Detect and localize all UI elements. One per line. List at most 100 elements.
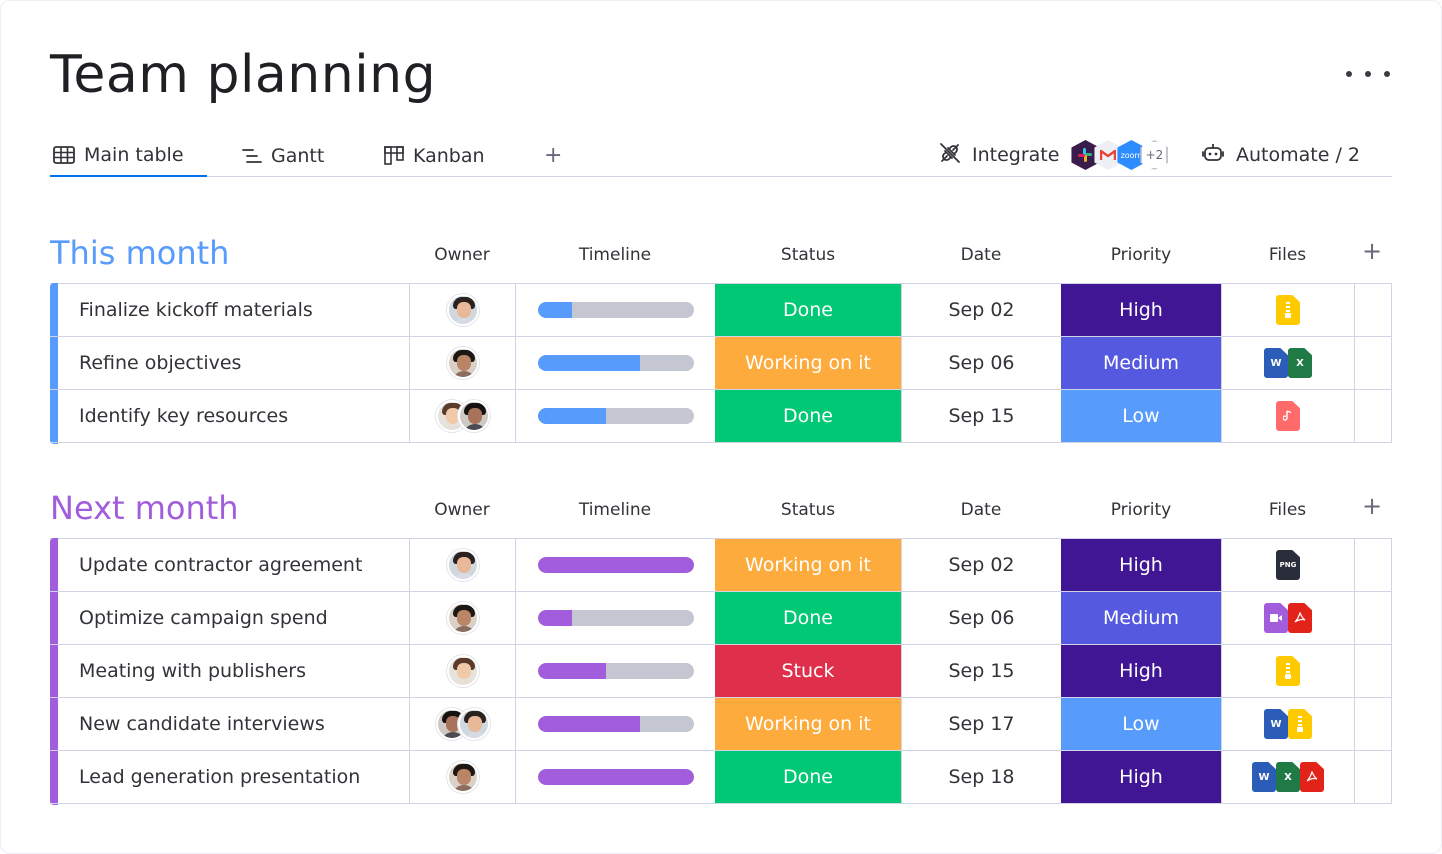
- table-row[interactable]: Meating with publishers Stuck Sep 15 High: [50, 645, 1391, 698]
- status-label[interactable]: Done: [715, 592, 901, 644]
- video-file-icon[interactable]: [1264, 603, 1288, 633]
- table-row[interactable]: New candidate interviews Working on it Sep…: [50, 698, 1391, 751]
- group-title[interactable]: Next month: [50, 489, 239, 527]
- column-header-owner[interactable]: Owner: [434, 500, 490, 520]
- owner-cell[interactable]: [409, 284, 515, 336]
- group-title[interactable]: This month: [50, 234, 230, 272]
- column-header-status[interactable]: Status: [780, 500, 836, 520]
- timeline-bar[interactable]: [537, 769, 694, 785]
- priority-label[interactable]: Low: [1061, 698, 1221, 750]
- date-cell[interactable]: Sep 15: [901, 645, 1061, 697]
- column-header-owner[interactable]: Owner: [434, 245, 490, 265]
- timeline-bar[interactable]: [537, 663, 694, 679]
- avatar[interactable]: [446, 602, 479, 634]
- date-cell[interactable]: Sep 06: [901, 592, 1061, 644]
- pdf-file-icon[interactable]: [1300, 762, 1324, 792]
- priority-label[interactable]: High: [1061, 539, 1221, 591]
- item-name[interactable]: Lead generation presentation: [79, 766, 361, 788]
- avatar[interactable]: [446, 655, 479, 687]
- table-row[interactable]: Lead generation presentation Done Sep 18 Hi…: [50, 751, 1391, 804]
- avatar[interactable]: [446, 294, 479, 326]
- column-header-files[interactable]: Files: [1268, 500, 1307, 520]
- column-header-files[interactable]: Files: [1268, 245, 1307, 265]
- status-label[interactable]: Working on it: [715, 698, 901, 750]
- avatar[interactable]: [457, 708, 490, 740]
- owner-cell[interactable]: [409, 390, 515, 442]
- avatar[interactable]: [457, 400, 490, 432]
- files-cell[interactable]: [1221, 645, 1354, 697]
- word-file-icon[interactable]: W: [1264, 348, 1288, 378]
- timeline-bar[interactable]: [537, 557, 694, 573]
- files-cell[interactable]: W: [1221, 698, 1354, 750]
- priority-label[interactable]: Medium: [1061, 592, 1221, 644]
- column-header-date[interactable]: Date: [960, 500, 1002, 520]
- owner-cell[interactable]: [409, 645, 515, 697]
- tab-gantt[interactable]: Gantt: [242, 135, 324, 177]
- table-row[interactable]: Update contractor agreement Working on it…: [50, 539, 1391, 592]
- column-header-priority[interactable]: Priority: [1110, 245, 1172, 265]
- timeline-bar[interactable]: [537, 408, 694, 424]
- date-cell[interactable]: Sep 17: [901, 698, 1061, 750]
- item-name[interactable]: Update contractor agreement: [79, 554, 363, 576]
- audio-file-icon[interactable]: [1276, 401, 1300, 431]
- table-row[interactable]: Finalize kickoff materials Done Sep 02 High: [50, 284, 1391, 337]
- timeline-bar[interactable]: [537, 302, 694, 318]
- word-file-icon[interactable]: W: [1252, 762, 1276, 792]
- avatar[interactable]: [446, 761, 479, 793]
- priority-label[interactable]: High: [1061, 751, 1221, 803]
- status-label[interactable]: Done: [715, 284, 901, 336]
- status-label[interactable]: Working on it: [715, 539, 901, 591]
- png-file-icon[interactable]: PNG: [1276, 550, 1300, 580]
- timeline-bar[interactable]: [537, 716, 694, 732]
- table-row[interactable]: Optimize campaign spend Done Sep 06 Medium: [50, 592, 1391, 645]
- date-cell[interactable]: Sep 02: [901, 284, 1061, 336]
- files-cell[interactable]: [1221, 592, 1354, 644]
- item-name[interactable]: New candidate interviews: [79, 713, 325, 735]
- table-row[interactable]: Refine objectives Working on it Sep 06 Medi…: [50, 337, 1391, 390]
- timeline-bar[interactable]: [537, 610, 694, 626]
- priority-label[interactable]: High: [1061, 284, 1221, 336]
- priority-label[interactable]: Low: [1061, 390, 1221, 442]
- owner-cell[interactable]: [409, 539, 515, 591]
- word-file-icon[interactable]: W: [1264, 709, 1288, 739]
- integrate-button[interactable]: Integrate zoom +2: [938, 135, 1169, 175]
- priority-label[interactable]: High: [1061, 645, 1221, 697]
- date-cell[interactable]: Sep 02: [901, 539, 1061, 591]
- zip-file-icon[interactable]: [1276, 295, 1300, 325]
- column-header-date[interactable]: Date: [960, 245, 1002, 265]
- item-name[interactable]: Meating with publishers: [79, 660, 307, 682]
- files-cell[interactable]: [1221, 284, 1354, 336]
- avatar[interactable]: [446, 549, 479, 581]
- item-name[interactable]: Refine objectives: [79, 352, 242, 374]
- more-options-icon[interactable]: [1346, 62, 1390, 86]
- date-cell[interactable]: Sep 15: [901, 390, 1061, 442]
- status-label[interactable]: Done: [715, 390, 901, 442]
- tab-main-table[interactable]: Main table: [50, 135, 207, 177]
- item-name[interactable]: Identify key resources: [79, 405, 289, 427]
- timeline-bar[interactable]: [537, 355, 694, 371]
- status-label[interactable]: Working on it: [715, 337, 901, 389]
- item-name[interactable]: Finalize kickoff materials: [79, 299, 313, 321]
- owner-cell[interactable]: [409, 337, 515, 389]
- excel-file-icon[interactable]: X: [1288, 348, 1312, 378]
- automate-button[interactable]: Automate / 2: [1202, 135, 1360, 175]
- add-column-button[interactable]: +: [1362, 237, 1383, 265]
- avatar[interactable]: [446, 347, 479, 379]
- add-column-button[interactable]: +: [1362, 492, 1383, 520]
- priority-label[interactable]: Medium: [1061, 337, 1221, 389]
- table-row[interactable]: Identify key resources Done Sep 15 Low: [50, 390, 1391, 443]
- zip-file-icon[interactable]: [1288, 709, 1312, 739]
- column-header-priority[interactable]: Priority: [1110, 500, 1172, 520]
- zip-file-icon[interactable]: [1276, 656, 1300, 686]
- column-header-status[interactable]: Status: [780, 245, 836, 265]
- files-cell[interactable]: [1221, 390, 1354, 442]
- files-cell[interactable]: PNG: [1221, 539, 1354, 591]
- pdf-file-icon[interactable]: [1288, 603, 1312, 633]
- add-view-button[interactable]: +: [544, 143, 563, 168]
- date-cell[interactable]: Sep 06: [901, 337, 1061, 389]
- status-label[interactable]: Done: [715, 751, 901, 803]
- date-cell[interactable]: Sep 18: [901, 751, 1061, 803]
- tab-kanban[interactable]: Kanban: [384, 135, 485, 177]
